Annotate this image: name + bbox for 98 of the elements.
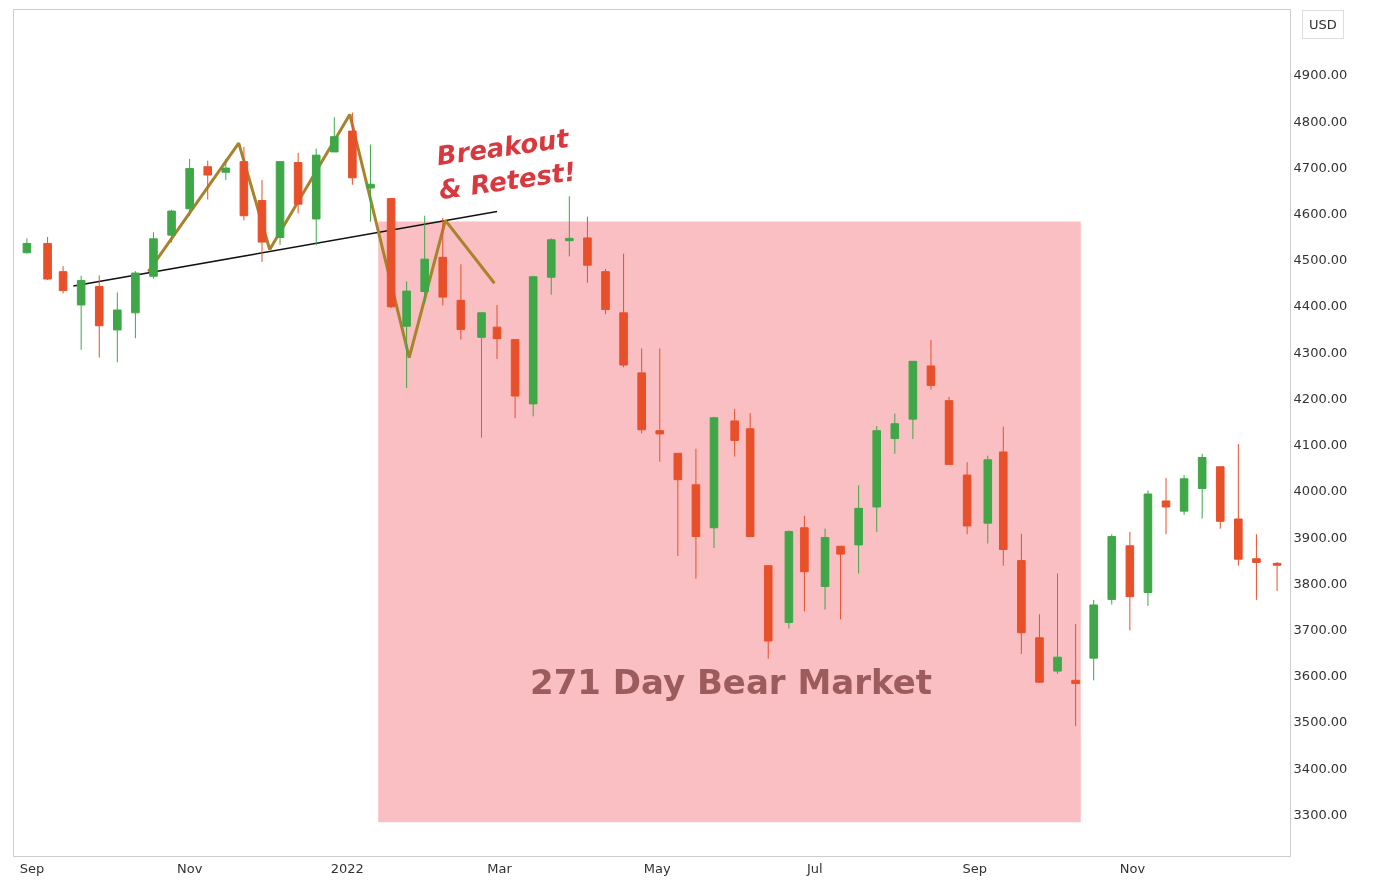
candlestick — [1053, 573, 1062, 675]
candlestick — [329, 116, 339, 153]
candlestick — [944, 396, 954, 465]
candlestick — [76, 275, 86, 351]
y-tick-label: 3900.00 — [1293, 529, 1348, 545]
candlestick — [820, 528, 830, 611]
candlestick — [983, 455, 993, 544]
candlestick — [113, 291, 122, 363]
candlestick — [167, 209, 176, 244]
candlestick — [745, 412, 755, 538]
candlestick — [962, 461, 972, 535]
candlestick — [257, 179, 267, 263]
x-tick-label: 2022 — [330, 860, 364, 876]
candlestick — [386, 198, 396, 309]
candlestick — [565, 195, 574, 257]
candlestick — [691, 448, 701, 580]
candlestick — [456, 263, 466, 341]
candlestick — [1089, 599, 1098, 681]
candlestick — [348, 112, 357, 186]
candlestick — [998, 426, 1008, 567]
candlestick — [709, 416, 719, 549]
candlestick — [420, 215, 429, 305]
x-tick-label: Sep — [19, 860, 45, 876]
candlestick — [546, 237, 556, 296]
x-tick-label: Sep — [962, 860, 988, 876]
y-tick-label: 4100.00 — [1293, 437, 1348, 453]
candlestick — [637, 347, 646, 434]
candlestick — [1125, 531, 1135, 631]
candlestick — [492, 304, 502, 360]
candlestick — [836, 545, 845, 620]
y-tick-label: 4800.00 — [1293, 113, 1348, 129]
candlestick — [800, 515, 809, 612]
candlestick — [311, 148, 321, 246]
candlestick — [890, 413, 900, 455]
y-tick-label: 3400.00 — [1293, 760, 1348, 776]
candlestick — [1215, 466, 1225, 530]
candlestick — [1252, 533, 1261, 601]
candlestick — [854, 484, 863, 575]
y-tick-label: 3800.00 — [1293, 575, 1348, 591]
annotation: Breakout & Retest! — [434, 122, 578, 206]
y-tick-label: 4700.00 — [1293, 159, 1348, 175]
candlestick — [510, 339, 520, 419]
candlestick — [1107, 533, 1117, 606]
y-tick-label: 4600.00 — [1293, 205, 1348, 221]
candlestick — [94, 274, 104, 359]
x-tick-label: May — [643, 860, 671, 876]
candlestick — [22, 237, 32, 255]
candlestick — [601, 268, 610, 315]
candlestick — [730, 408, 739, 458]
candlestick — [1179, 474, 1189, 516]
candlestick — [926, 339, 936, 391]
candlestick — [619, 253, 628, 368]
candlestick — [908, 360, 918, 440]
candlestick — [528, 275, 538, 417]
y-tick-label: 4500.00 — [1293, 252, 1348, 268]
candlestick — [1197, 453, 1207, 520]
y-tick-label: 3600.00 — [1293, 668, 1348, 684]
y-tick-label: 4300.00 — [1293, 344, 1348, 360]
candlestick — [58, 265, 68, 294]
x-tick-label: Mar — [487, 860, 513, 876]
candlestick — [438, 217, 448, 306]
y-tick-label: 4200.00 — [1293, 390, 1348, 406]
candlestick — [275, 160, 285, 246]
candlestick — [203, 160, 213, 201]
candlestick — [872, 425, 882, 533]
candlestick — [1035, 613, 1044, 684]
text: USD — [1309, 17, 1337, 32]
candlestick — [1017, 533, 1026, 655]
candlestick — [583, 216, 592, 284]
candlestick — [1071, 623, 1080, 727]
candlestick — [149, 231, 158, 280]
band-label: 271 Day Bear Market — [530, 662, 933, 702]
y-tick-label: 4000.00 — [1293, 483, 1348, 499]
x-tick-label: Jul — [805, 860, 823, 876]
candlestick — [221, 158, 231, 181]
y-tick-label: 3300.00 — [1293, 806, 1348, 822]
y-tick-label: 3700.00 — [1293, 622, 1348, 638]
candlestick — [655, 347, 665, 463]
candlestick — [239, 146, 249, 221]
candlestick — [1143, 489, 1153, 607]
y-tick-label: 4900.00 — [1293, 67, 1348, 83]
candlestick — [477, 312, 486, 439]
candlestick — [43, 236, 52, 281]
candlestick — [293, 152, 303, 214]
candlestick — [366, 144, 375, 223]
candlestick — [185, 158, 194, 217]
y-tick-label: 3500.00 — [1293, 714, 1348, 730]
candlestick — [1272, 561, 1282, 592]
x-tick-label: Nov — [176, 860, 203, 876]
x-tick-label: Nov — [1119, 860, 1146, 876]
candlestick — [402, 280, 411, 389]
candlestick — [131, 270, 140, 339]
candlestick — [1161, 477, 1171, 535]
candlestick — [1234, 443, 1243, 567]
candlestick — [673, 452, 683, 557]
candlestick — [784, 530, 794, 630]
candlestick — [763, 565, 773, 660]
y-tick-label: 4400.00 — [1293, 298, 1348, 314]
